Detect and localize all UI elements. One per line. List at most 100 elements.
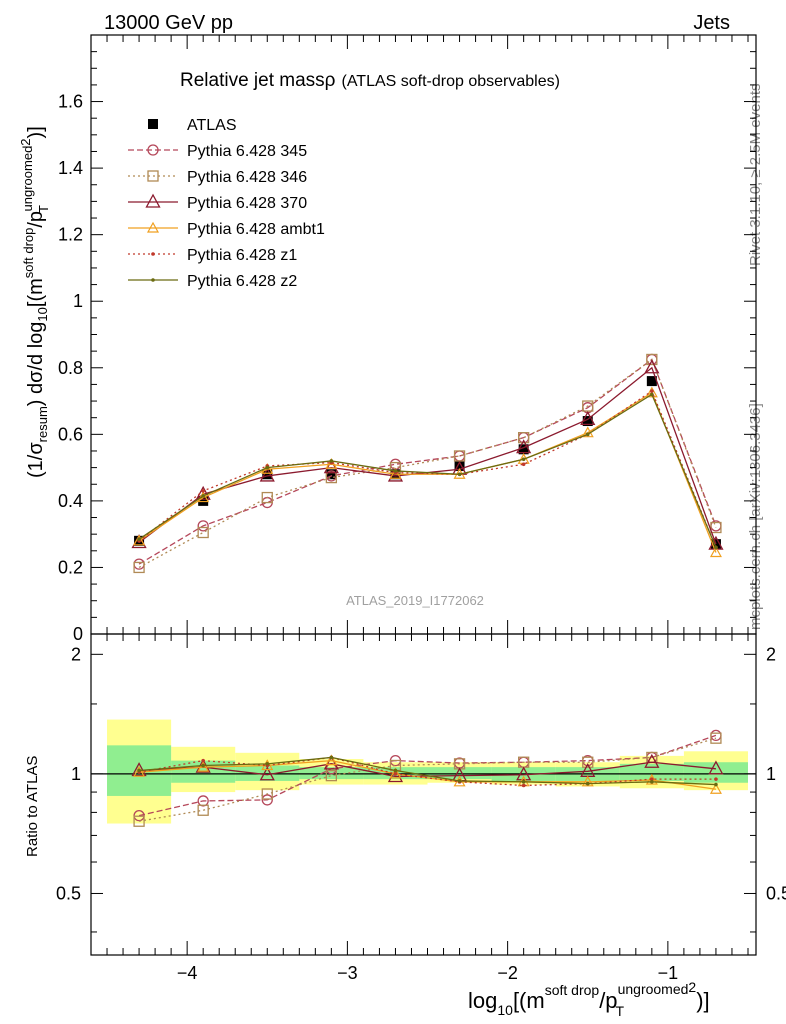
series-line-p346 — [138, 358, 717, 569]
point-p346 — [261, 491, 273, 504]
point-z1 — [714, 777, 718, 781]
legend-label-p346: Pythia 6.428 346 — [187, 169, 307, 186]
point-z2 — [137, 537, 141, 541]
point-z2 — [329, 755, 334, 760]
point-z2 — [585, 432, 590, 437]
label-part: 10 — [35, 307, 50, 321]
point-ambt1 — [645, 386, 658, 398]
point-ambt1 — [133, 534, 146, 546]
point-z1 — [521, 462, 526, 467]
point-p346 — [646, 353, 658, 366]
point-p346 — [197, 526, 209, 539]
ratio-y-tick-label: 2 — [71, 644, 81, 664]
ratio-y-tick-label: 1 — [71, 764, 81, 784]
series-line-p345 — [138, 358, 717, 565]
label-part: /p — [599, 988, 617, 1013]
series-line-z2 — [139, 756, 716, 786]
x-tick-label: −3 — [337, 963, 358, 983]
label-part: 2 — [688, 979, 696, 995]
point-p346 — [710, 732, 722, 744]
point-p370 — [195, 485, 211, 500]
point-z2 — [265, 762, 270, 766]
series-line-p345 — [138, 734, 717, 817]
chart-title-symbol: ρ — [325, 70, 336, 91]
point-p370 — [644, 359, 660, 374]
point-ATLAS — [326, 469, 337, 480]
point-p346 — [133, 561, 145, 574]
label-part: T — [36, 205, 51, 213]
point-z2 — [714, 782, 718, 787]
label-part: soft drop — [545, 982, 600, 998]
header-right: Jets — [693, 12, 730, 34]
label-part: )] — [696, 988, 709, 1013]
point-p346 — [261, 788, 273, 800]
label-part: [(m — [513, 988, 545, 1013]
point-p370 — [580, 410, 596, 426]
label-part: soft drop — [21, 228, 36, 279]
point-p346 — [582, 756, 594, 768]
point-z2 — [457, 779, 462, 783]
point-z1 — [201, 758, 205, 763]
chart-title-text: Relative jet mass — [180, 70, 325, 91]
x-tick-label: −4 — [177, 963, 198, 983]
legend-label-p345: Pythia 6.428 345 — [187, 143, 307, 160]
point-p346 — [518, 432, 530, 444]
label-part: 2 — [18, 138, 33, 145]
legend-marker-p346 — [147, 170, 159, 182]
point-z2 — [137, 768, 141, 773]
chart-title: Relative jet massρ (ATLAS soft-drop obser… — [180, 70, 560, 91]
legend-marker-ATLAS — [148, 119, 158, 129]
series-line-z1 — [138, 756, 716, 787]
y-tick-label: 0 — [73, 624, 83, 644]
band-inner — [619, 763, 684, 781]
chart-subtitle: (ATLAS soft-drop observables) — [341, 73, 559, 90]
point-ambt1 — [709, 546, 722, 558]
legend-label-p370: Pythia 6.428 370 — [187, 195, 307, 212]
point-p346 — [325, 769, 338, 782]
ratio-plot: −4 −3 −2 −1 0.5 0.5 1 1 2 2 — [56, 633, 786, 983]
ratio-y-axis-label: Ratio to ATLAS — [24, 756, 41, 857]
point-z2 — [650, 392, 654, 397]
point-z2 — [585, 781, 590, 786]
label-part: )] — [25, 126, 47, 138]
point-ambt1 — [389, 468, 402, 479]
point-z1 — [650, 777, 654, 781]
point-ambt1 — [645, 773, 658, 785]
legend-label-ATLAS: ATLAS — [187, 117, 237, 134]
point-z2 — [393, 469, 398, 473]
point-p345 — [197, 795, 209, 807]
label-part: ungroomed — [618, 981, 689, 997]
series-line-p370 — [138, 366, 717, 545]
label-part: ) dσ/d log — [25, 322, 47, 407]
point-p345 — [261, 794, 273, 806]
ratio-y-tick-label: 0.5 — [56, 883, 81, 903]
label-part: [(m — [25, 278, 47, 307]
point-ambt1 — [325, 754, 338, 766]
point-p346 — [197, 804, 209, 816]
point-z2 — [714, 545, 718, 550]
series-line-z1 — [138, 390, 717, 548]
point-z2 — [201, 494, 205, 498]
x-tick-label: −2 — [497, 963, 518, 983]
point-z1 — [650, 389, 654, 393]
point-z2 — [393, 768, 398, 773]
point-z1 — [201, 489, 205, 493]
series-line-ambt1 — [138, 391, 717, 553]
y-tick-label: 0.6 — [58, 424, 83, 444]
point-ambt1 — [389, 767, 402, 779]
label-part: ungroomed — [20, 146, 35, 212]
point-p370 — [516, 439, 532, 454]
point-ambt1 — [581, 775, 594, 787]
point-z1 — [393, 772, 398, 776]
axis-labels: (1/σresum) dσ/d log10[(msoft drop/pTungr… — [18, 126, 710, 1019]
point-p370 — [644, 753, 660, 768]
point-ambt1 — [133, 765, 146, 777]
point-p370 — [131, 762, 147, 777]
point-z2 — [201, 763, 205, 768]
series-line-z2 — [138, 393, 717, 548]
y-tick-label: 1 — [73, 291, 83, 311]
point-ATLAS — [646, 376, 657, 387]
x-tick-label: −1 — [658, 963, 679, 983]
label-part: /p — [25, 211, 47, 228]
ratio-y-tick-label-right: 1 — [766, 764, 776, 784]
